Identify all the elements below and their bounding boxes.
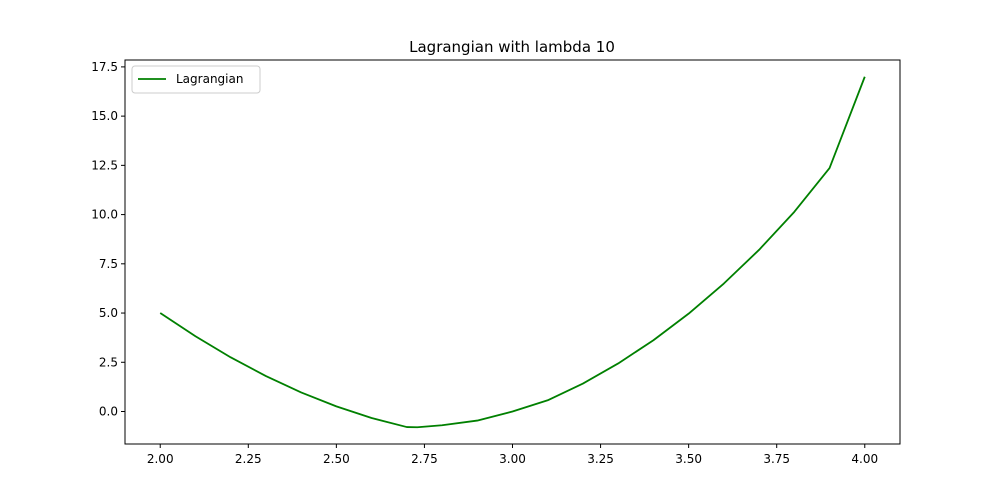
y-tick-label: 5.0 xyxy=(99,306,118,320)
y-tick-label: 17.5 xyxy=(91,60,118,74)
plot-area xyxy=(159,76,866,429)
x-tick-label: 3.75 xyxy=(763,452,790,466)
y-tick-label: 0.0 xyxy=(99,405,118,419)
y-tick-label: 7.5 xyxy=(99,257,118,271)
legend-box xyxy=(131,65,261,94)
y-axis: 0.0 2.5 5.0 7.5 10.0 12.5 15.0 17.5 xyxy=(91,60,125,419)
plot-frame xyxy=(124,59,901,445)
x-tick-label: 2.25 xyxy=(235,452,262,466)
x-axis: 2.00 2.25 2.50 2.75 3.00 3.25 3.50 3.75 4.00 xyxy=(147,444,878,466)
x-tick-label: 2.75 xyxy=(411,452,438,466)
chart-title: Lagrangian with lambda 10 xyxy=(409,38,615,56)
x-tick-label: 2.00 xyxy=(147,452,174,466)
x-tick-label: 4.00 xyxy=(851,452,878,466)
y-tick-label: 2.5 xyxy=(99,355,118,369)
x-tick-label: 3.00 xyxy=(499,452,526,466)
legend-label: Lagrangian xyxy=(176,72,243,86)
y-tick-label: 10.0 xyxy=(91,208,118,222)
series-line-lagrangian xyxy=(159,76,866,429)
x-tick-label: 3.25 xyxy=(587,452,614,466)
x-tick-label: 3.50 xyxy=(675,452,702,466)
x-tick-label: 2.50 xyxy=(323,452,350,466)
legend: Lagrangian xyxy=(131,65,261,94)
y-tick-label: 12.5 xyxy=(91,158,118,172)
y-tick-label: 15.0 xyxy=(91,109,118,123)
